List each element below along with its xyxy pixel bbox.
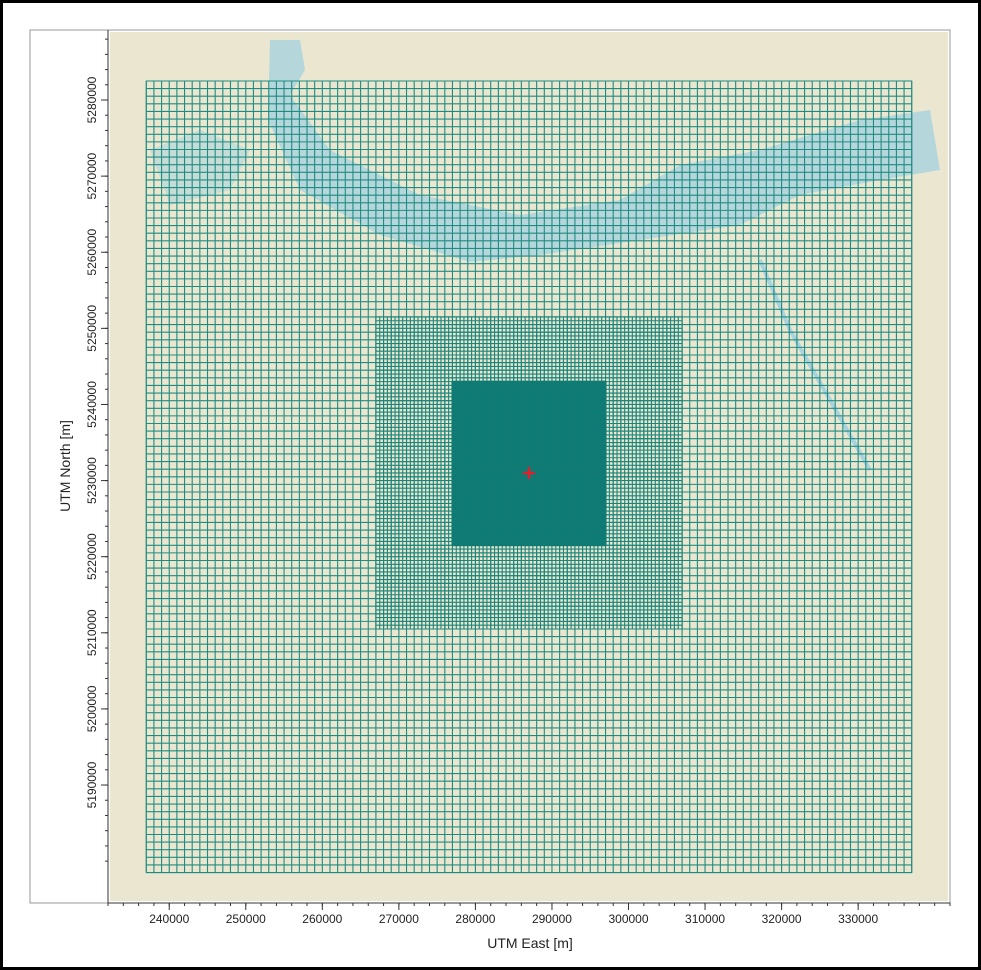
x-tick-label: 240000 — [149, 912, 189, 926]
y-tick-label: 5270000 — [85, 152, 99, 199]
chart: UTM East [m] UTM North [m] 240000 250000 2… — [0, 0, 981, 970]
y-tick-label: 5260000 — [85, 229, 99, 276]
x-tick-label: 310000 — [685, 912, 725, 926]
y-tick-label: 5230000 — [85, 457, 99, 504]
y-tick-label: 5220000 — [85, 533, 99, 580]
y-tick-label: 5190000 — [85, 761, 99, 808]
receptor-grid — [452, 382, 605, 546]
x-axis-label: UTM East [m] — [487, 935, 573, 951]
x-tick-label: 320000 — [762, 912, 802, 926]
y-tick-label: 5240000 — [85, 381, 99, 428]
page: {"chart_data": { "type": "receptor-grid"… — [0, 0, 981, 970]
x-tick-label: 290000 — [532, 912, 572, 926]
x-tick-label: 300000 — [608, 912, 648, 926]
y-axis-label: UTM North [m] — [57, 420, 73, 512]
x-tick-label: 260000 — [302, 912, 342, 926]
x-tick-label: 330000 — [838, 912, 878, 926]
y-tick-label: 5250000 — [85, 305, 99, 352]
x-tick-label: 250000 — [226, 912, 266, 926]
y-tick-label: 5280000 — [85, 76, 99, 123]
x-tick-label: 270000 — [379, 912, 419, 926]
y-tick-label: 5210000 — [85, 609, 99, 656]
y-tick-label: 5200000 — [85, 685, 99, 732]
x-tick-label: 280000 — [455, 912, 495, 926]
